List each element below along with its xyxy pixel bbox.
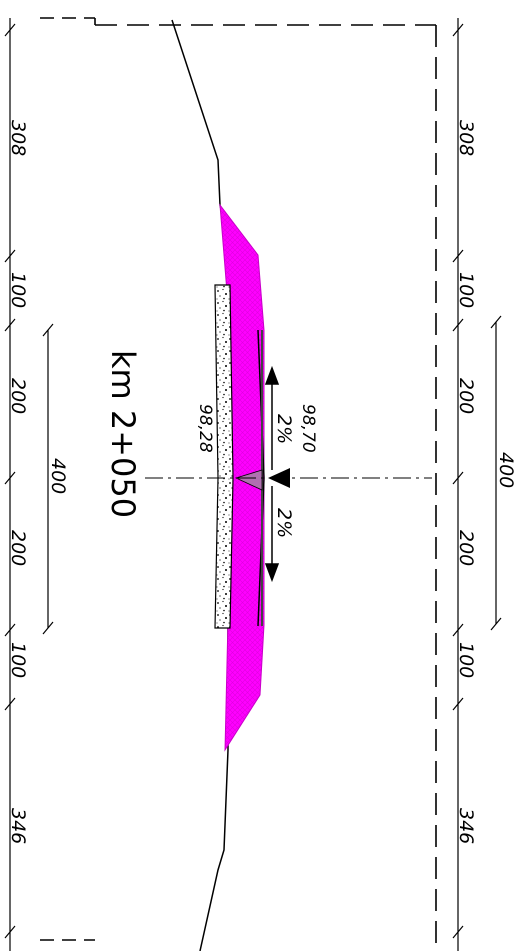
station-label: km 2+050 <box>104 350 142 518</box>
dim-left-bottom: 346 <box>7 808 29 844</box>
dim-right-span: 400 <box>495 452 517 488</box>
dim-right-seg2: 200 <box>455 378 477 414</box>
dim-right-seg1: 100 <box>455 272 477 308</box>
gravel-layer <box>214 284 234 629</box>
dim-left-seg3: 200 <box>7 530 29 566</box>
dim-right-bottom: 346 <box>455 808 477 844</box>
axis-marker-icon <box>268 468 290 488</box>
dim-left-seg2: 200 <box>7 378 29 414</box>
slope-upper-label: 2% <box>273 414 295 444</box>
dim-right-seg4: 100 <box>455 642 477 678</box>
dashed-frame <box>40 17 437 948</box>
dim-right-seg3: 200 <box>455 530 477 566</box>
dim-left-seg1: 100 <box>7 272 29 308</box>
elevation-left-label: 98,28 <box>195 404 215 453</box>
elevation-right-label: 98,70 <box>298 404 318 453</box>
dim-left-seg4: 100 <box>7 642 29 678</box>
left-dimension-line <box>4 18 54 951</box>
slope-arrows <box>264 365 280 583</box>
dim-left-span: 400 <box>47 458 69 494</box>
slope-lower-label: 2% <box>273 508 295 538</box>
dim-right-top: 308 <box>455 120 477 156</box>
dim-left-top: 308 <box>7 120 29 156</box>
right-dimension-line <box>452 18 502 951</box>
axis-detail <box>234 469 263 491</box>
